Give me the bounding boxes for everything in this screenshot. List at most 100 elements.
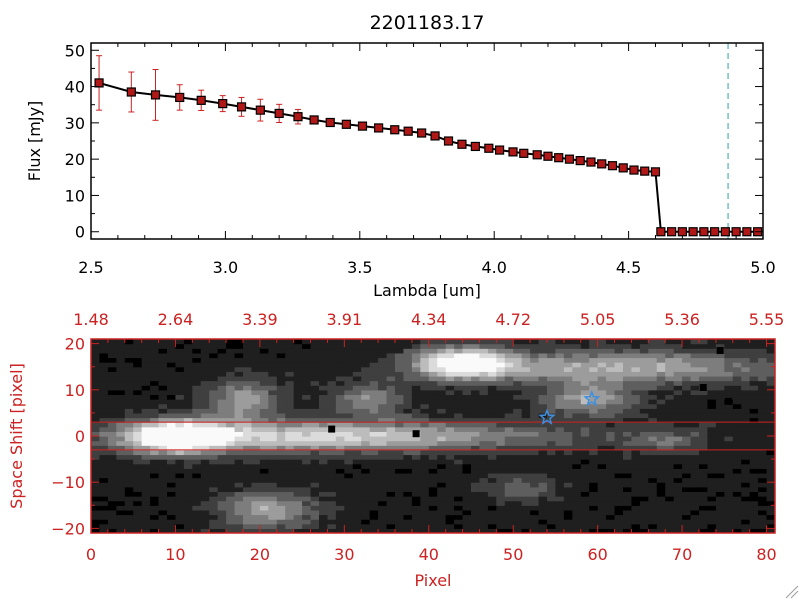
heatmap-cell: [352, 491, 362, 497]
heatmap-cell: [445, 445, 455, 451]
heatmap-cell: [513, 477, 523, 483]
heatmap-cell: [606, 440, 616, 446]
heatmap-cell: [133, 431, 143, 437]
heatmap-cell: [454, 486, 464, 493]
heatmap-cell: [276, 459, 286, 465]
heatmap-cell: [606, 528, 616, 533]
heatmap-cell: [285, 408, 295, 414]
heatmap-cell: [614, 436, 624, 442]
heatmap-cell: [614, 408, 624, 414]
heatmap-cell: [623, 362, 633, 368]
heatmap-cell: [217, 348, 227, 354]
heatmap-cell: [521, 472, 531, 479]
heatmap-cell: [504, 380, 514, 386]
heatmap-cell: [682, 417, 692, 423]
heatmap-cell: [395, 509, 405, 516]
heatmap-cell: [386, 389, 396, 396]
data-point: [494, 145, 505, 155]
heatmap-cell: [378, 403, 388, 409]
heatmap-cell: [699, 389, 709, 396]
heatmap-cell: [521, 422, 531, 428]
heatmap-cell: [682, 380, 692, 386]
heatmap-cell: [555, 366, 565, 372]
heatmap-cell: [124, 477, 134, 483]
heatmap-cell: [183, 482, 193, 488]
heatmap-cell: [209, 500, 219, 506]
heatmap-cell: [521, 440, 531, 446]
heatmap-cell: [487, 482, 497, 488]
heatmap-cell: [445, 486, 455, 493]
heatmap-cell: [285, 380, 295, 386]
heatmap-cell: [445, 380, 455, 386]
heatmap-cell: [200, 440, 210, 446]
heatmap-cell: [378, 394, 388, 400]
heatmap-cell: [276, 348, 286, 354]
heatmap-cell: [580, 477, 590, 483]
heatmap-cell: [310, 362, 320, 368]
heatmap-cell: [133, 445, 143, 451]
heatmap-cell: [555, 426, 565, 432]
heatmap-cell: [352, 375, 362, 382]
heatmap-cell: [344, 380, 354, 386]
resize-grip[interactable]: [785, 585, 799, 599]
heatmap-cell: [386, 449, 396, 456]
heatmap-cell: [673, 348, 683, 354]
heatmap-cell: [471, 436, 481, 442]
heatmap-cell: [209, 362, 219, 368]
heatmap-cell: [487, 412, 497, 419]
heatmap-cell: [580, 509, 590, 516]
heatmap-cell: [513, 445, 523, 451]
heatmap-cell: [158, 454, 168, 460]
heatmap-cell: [293, 509, 303, 516]
heatmap-cell: [200, 477, 210, 483]
heatmap-cell: [471, 385, 481, 391]
heatmap-cell: [150, 394, 160, 400]
heatmap-cell: [471, 519, 481, 525]
heatmap-cell: [597, 459, 607, 465]
heatmap-cell: [293, 472, 303, 479]
heatmap-cell: [758, 505, 768, 511]
heatmap-cell: [513, 491, 523, 497]
heatmap-cell: [420, 482, 430, 488]
heatmap-cell: [707, 449, 717, 456]
heatmap-cell: [293, 348, 303, 354]
heatmap-cell: [732, 500, 742, 506]
heatmap-cell: [243, 486, 253, 493]
heatmap-cell: [327, 505, 337, 511]
heatmap-cell: [361, 371, 371, 377]
heatmap-cell: [580, 463, 590, 469]
heatmap-cell: [639, 371, 649, 377]
heatmap-cell: [563, 449, 573, 456]
heatmap-cell: [335, 486, 345, 493]
heatmap-cell: [741, 472, 751, 479]
heatmap-cell: [395, 445, 405, 451]
heatmap-cell: [369, 431, 379, 437]
heatmap-cell: [589, 436, 599, 442]
heatmap-cell: [445, 436, 455, 442]
heatmap-cell: [91, 477, 101, 483]
heatmap-cell: [327, 500, 337, 506]
heatmap-cell: [690, 352, 700, 359]
heatmap-cell: [403, 477, 413, 483]
heatmap-cell: [217, 389, 227, 396]
heatmap-cell: [276, 403, 286, 409]
heatmap-cell: [150, 375, 160, 382]
heatmap-cell: [715, 399, 725, 405]
heatmap-cell: [352, 500, 362, 506]
heatmap-cell: [445, 454, 455, 460]
heatmap-cell: [411, 380, 421, 386]
heatmap-cell: [99, 412, 109, 419]
heatmap-cell: [217, 422, 227, 428]
heatmap-cell: [234, 339, 244, 345]
spectrum-plot-area: [94, 43, 763, 239]
heatmap-cell: [319, 491, 329, 497]
heatmap-cell: [682, 385, 692, 391]
heatmap-cell: [547, 496, 557, 502]
heatmap-cell: [319, 514, 329, 520]
heatmap-cell: [268, 514, 278, 520]
heatmap-cell: [538, 343, 548, 349]
heatmap-cell: [150, 412, 160, 419]
heatmap-cell: [259, 362, 269, 368]
heatmap-cell: [133, 436, 143, 442]
heatmap-cell: [513, 436, 523, 442]
